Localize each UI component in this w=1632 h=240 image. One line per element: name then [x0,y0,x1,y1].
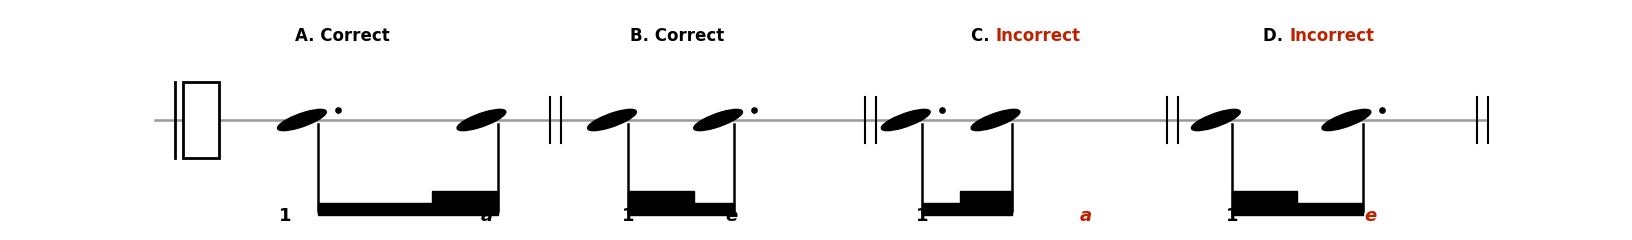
Text: 1: 1 [622,207,635,225]
Text: C.: C. [971,27,996,45]
Text: a: a [1079,207,1092,225]
Ellipse shape [971,109,1020,131]
Text: C. Incorrect: C. Incorrect [938,27,1049,45]
Text: Incorrect: Incorrect [1289,27,1374,45]
Bar [1232,203,1363,215]
Text: 1: 1 [279,207,292,225]
Text: 1: 1 [916,207,929,225]
Text: D. Incorrect: D. Incorrect [1232,27,1343,45]
Ellipse shape [881,109,930,131]
Bar [432,191,498,203]
Bar [628,203,734,215]
Ellipse shape [277,109,326,131]
Bar [183,82,219,158]
Ellipse shape [694,109,743,131]
Text: A. Correct: A. Correct [295,27,390,45]
Ellipse shape [588,109,636,131]
Text: B. Correct: B. Correct [630,27,725,45]
Bar [1232,191,1297,203]
Bar [922,203,1012,215]
Ellipse shape [457,109,506,131]
Bar [318,203,498,215]
Ellipse shape [1191,109,1240,131]
Text: e: e [1364,207,1377,225]
Text: a: a [480,207,493,225]
Text: Incorrect: Incorrect [996,27,1080,45]
Text: D.: D. [1263,27,1289,45]
Bar [960,191,1012,203]
Bar [628,191,694,203]
Text: 1: 1 [1226,207,1239,225]
Text: e: e [725,207,738,225]
Ellipse shape [1322,109,1371,131]
